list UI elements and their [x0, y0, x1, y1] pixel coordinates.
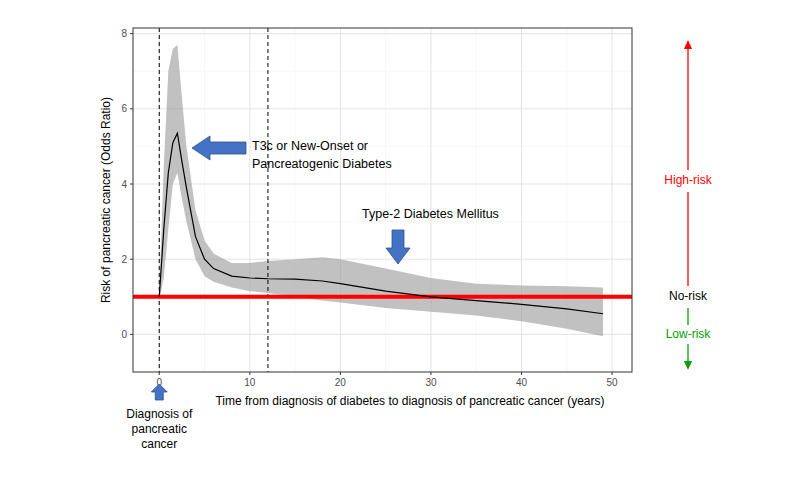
- annotation: Type-2 Diabetes Mellitus: [362, 207, 499, 221]
- risk-label: No-risk: [669, 289, 708, 303]
- tick-label: 10: [244, 377, 256, 388]
- risk-arrow-head: [684, 361, 692, 370]
- minor-grid-line: [133, 296, 632, 297]
- annotation: Pancreatogenic Diabetes: [252, 157, 392, 171]
- annotation: Diagnosis of: [126, 407, 193, 421]
- tick-label: 40: [516, 377, 528, 388]
- tick-label: 8: [121, 28, 127, 39]
- risk-arrow-head: [684, 40, 692, 49]
- tick: [130, 33, 133, 34]
- grid-line: [249, 28, 250, 372]
- x-axis-label: Time from diagnosis of diabetes to diagn…: [215, 394, 604, 408]
- risk-arrow-line: [687, 308, 688, 325]
- minor-grid-line: [295, 28, 296, 372]
- reference-line: [133, 295, 632, 299]
- chart-container: 0102030405002468Time from diagnosis of d…: [0, 0, 800, 480]
- tick-label: 50: [607, 377, 619, 388]
- risk-label: Low-risk: [666, 327, 712, 341]
- minor-grid-line: [133, 71, 632, 72]
- tick: [130, 108, 133, 109]
- tick-label: 30: [425, 377, 437, 388]
- tick: [249, 372, 250, 375]
- arrow: [192, 136, 246, 160]
- minor-grid-line: [204, 28, 205, 372]
- risk-arrow-line: [687, 48, 688, 170]
- reference-line: [267, 28, 268, 372]
- grid-line: [133, 108, 632, 109]
- tick: [159, 372, 160, 375]
- grid-line: [133, 33, 632, 34]
- annotation: pancreatic: [132, 422, 187, 436]
- line: [159, 133, 603, 313]
- tick: [130, 184, 133, 185]
- tick: [130, 334, 133, 335]
- grid-line: [430, 28, 431, 372]
- reference-line: [159, 28, 160, 372]
- tick-label: 20: [335, 377, 347, 388]
- risk-label: High-risk: [664, 173, 712, 187]
- tick: [130, 259, 133, 260]
- tick: [612, 372, 613, 375]
- arrow: [386, 230, 410, 264]
- plot-area: [133, 28, 632, 372]
- minor-grid-line: [385, 28, 386, 372]
- tick: [521, 372, 522, 375]
- tick-label: 0: [121, 329, 127, 340]
- plot-background: [133, 28, 632, 372]
- grid-line: [133, 334, 632, 335]
- tick: [430, 372, 431, 375]
- minor-grid-line: [476, 28, 477, 372]
- grid-line: [159, 28, 160, 372]
- grid-line: [340, 28, 341, 372]
- risk-arrow-line: [687, 192, 688, 286]
- tick-label: 6: [121, 103, 127, 114]
- y-axis-label: Risk of pancreatic cancer (Odds Ratio): [99, 97, 113, 303]
- grid: [133, 28, 632, 372]
- minor-grid-line: [133, 221, 632, 222]
- chart-svg: 0102030405002468Time from diagnosis of d…: [0, 0, 800, 480]
- grid-line: [133, 184, 632, 185]
- annotation: T3c or New-Onset or: [252, 139, 368, 153]
- arrow: [151, 384, 167, 400]
- plot-frame: [133, 28, 632, 372]
- confidence-band: [159, 45, 603, 336]
- tick-label: 4: [121, 179, 127, 190]
- risk-arrow-line: [687, 344, 688, 362]
- grid-line: [612, 28, 613, 372]
- annotation: cancer: [141, 437, 177, 451]
- tick-label: 2: [121, 254, 127, 265]
- tick: [340, 372, 341, 375]
